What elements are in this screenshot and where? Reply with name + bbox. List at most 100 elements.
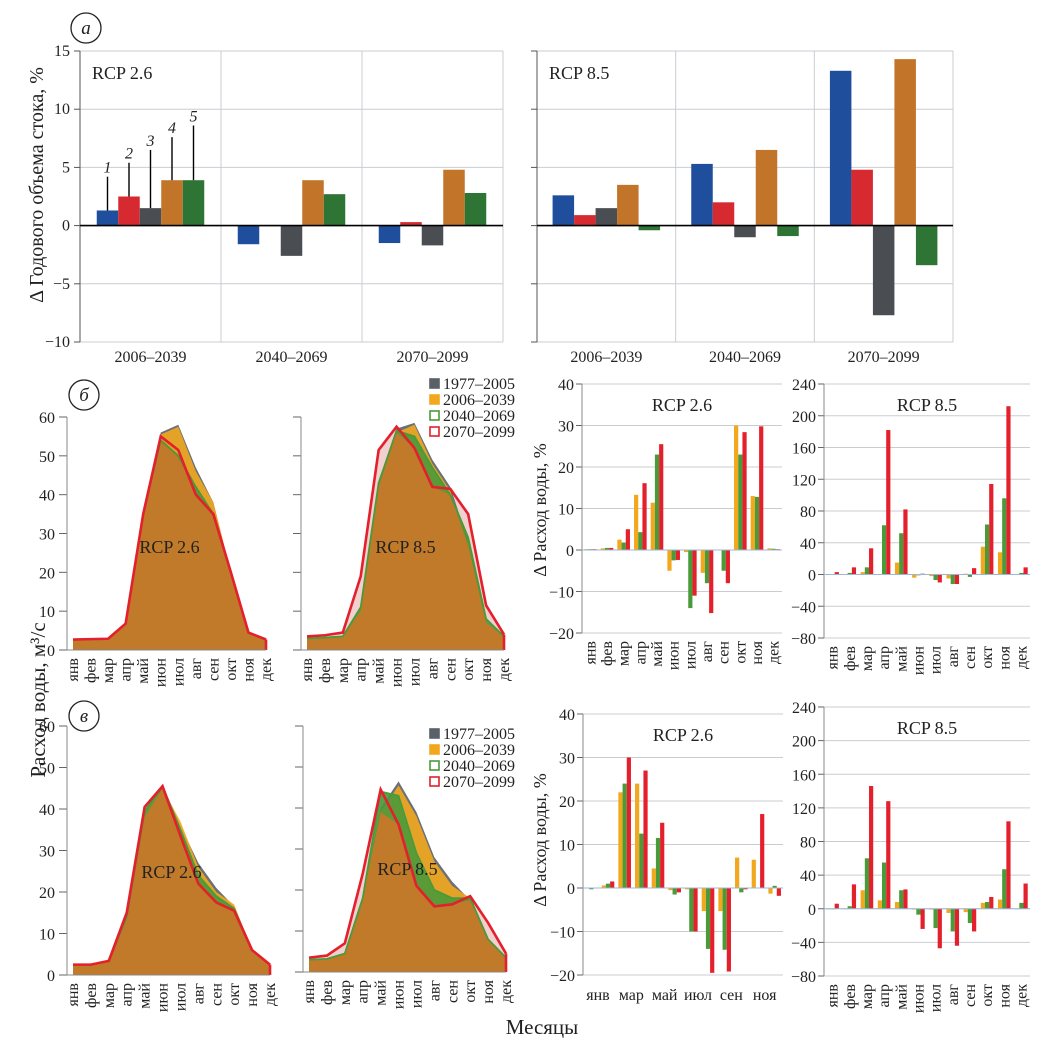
bar	[671, 550, 676, 561]
y-tick-label: 20	[39, 565, 55, 582]
x-tick-label: июл	[928, 984, 945, 1012]
x-tick-label: дек	[1013, 646, 1030, 669]
bar	[710, 888, 715, 973]
y-axis-title-a: Δ Годового объема стока, %	[26, 67, 48, 303]
x-tick-label: ноя	[753, 987, 777, 1004]
y-tick-label: −40	[791, 599, 816, 616]
legend-label: 2006–2039	[443, 742, 515, 759]
y-tick-label: 80	[800, 835, 816, 852]
bar	[899, 890, 904, 909]
bar	[659, 444, 664, 550]
x-tick-label: сен	[444, 980, 461, 1003]
bar	[725, 550, 730, 584]
bar	[886, 430, 891, 575]
x-tick-label: июн	[666, 641, 683, 671]
legend-swatch	[429, 776, 440, 787]
bar	[182, 180, 205, 226]
y-tick-label: 200	[792, 734, 816, 751]
y-tick-label: 0	[566, 543, 574, 560]
bar	[378, 225, 401, 244]
x-tick-label: май	[373, 980, 390, 1006]
bar	[869, 786, 874, 909]
x-tick-label: 2040–2069	[256, 349, 328, 366]
series-number-label: 5	[190, 108, 198, 125]
bar	[903, 509, 908, 575]
bar	[834, 903, 839, 909]
chart-title: RCP 8.5	[549, 63, 609, 83]
x-tick-label: апр	[876, 984, 893, 1007]
x-tick-label: янв	[301, 980, 318, 1004]
y-tick-label: −10	[45, 334, 70, 351]
x-tick-label: окт	[226, 983, 243, 1006]
bar	[601, 885, 606, 888]
panel-label-b: б	[79, 385, 90, 406]
x-tick-label: июн	[153, 658, 170, 688]
x-tick-label: авг	[188, 658, 205, 680]
bar	[860, 890, 865, 909]
chart-title: RCP 8.5	[897, 718, 957, 738]
bar	[667, 550, 672, 571]
x-tick-label: янв	[299, 658, 316, 682]
bar	[869, 548, 874, 575]
legend-swatch	[429, 410, 440, 421]
legend-label: 2070–2099	[443, 774, 515, 791]
bar	[860, 572, 865, 575]
line-2070–2099	[306, 424, 506, 638]
bar	[639, 833, 644, 888]
y-tick-label: 60	[39, 410, 55, 427]
x-tick-label: авг	[945, 984, 962, 1006]
y-tick-label: 240	[792, 700, 816, 717]
x-tick-label: июл	[684, 987, 712, 1004]
x-tick-label: ноя	[749, 640, 766, 664]
x-tick-label: дек	[258, 658, 275, 681]
x-tick-label: окт	[979, 984, 996, 1007]
bar	[704, 550, 710, 584]
x-tick-label: ноя	[240, 657, 257, 681]
x-tick-label: май	[649, 641, 666, 667]
y-tick-label: 120	[792, 801, 816, 818]
bar	[600, 548, 605, 550]
bar	[668, 888, 673, 891]
y-tick-label: 40	[558, 377, 574, 394]
bar	[772, 885, 777, 888]
panel-label-c-circle	[68, 700, 100, 732]
bar	[847, 906, 852, 909]
line-2040–2069	[308, 790, 507, 961]
x-tick-label: мар	[859, 984, 876, 1009]
bar	[618, 792, 623, 888]
x-tick-label: мар	[337, 980, 354, 1005]
y-tick-label: 80	[800, 504, 816, 521]
y-tick-label: 0	[808, 568, 816, 585]
x-tick-label: сен	[205, 658, 222, 681]
bar	[1023, 567, 1028, 575]
x-tick-label: июн	[155, 983, 172, 1013]
bar	[997, 899, 1003, 909]
line-2070–2099	[73, 783, 271, 966]
x-tick-label: мар	[335, 658, 352, 683]
bar	[767, 548, 772, 550]
bar	[638, 532, 643, 550]
y-tick-label: 10	[558, 502, 574, 519]
panel-label-a: a	[81, 18, 91, 39]
legend-swatch	[429, 394, 440, 405]
x-tick-label: ноя	[996, 645, 1013, 669]
bar	[851, 884, 857, 909]
bar	[980, 546, 985, 575]
x-tick-label: май	[893, 646, 910, 672]
y-tick-label: 10	[39, 927, 55, 944]
x-tick-label: май	[893, 984, 910, 1010]
bar	[655, 837, 661, 888]
x-tick-label: фев	[83, 658, 100, 683]
x-tick-label: авг	[699, 641, 716, 663]
y-tick-label: 20	[39, 885, 55, 902]
chart-c-area-rcp85: RCP 8.5 янв фев мар апр май июн июл авг сен окт ноя…	[295, 725, 515, 1009]
legend-swatch	[429, 378, 440, 389]
x-tick-label: сен	[208, 983, 225, 1006]
bar	[735, 857, 740, 888]
chart-title: RCP 2.6	[92, 63, 152, 83]
x-tick-label: 2006–2039	[570, 349, 642, 366]
y-tick-label: 160	[792, 441, 816, 458]
bar	[989, 484, 994, 575]
x-tick-label: дек	[1013, 984, 1030, 1007]
